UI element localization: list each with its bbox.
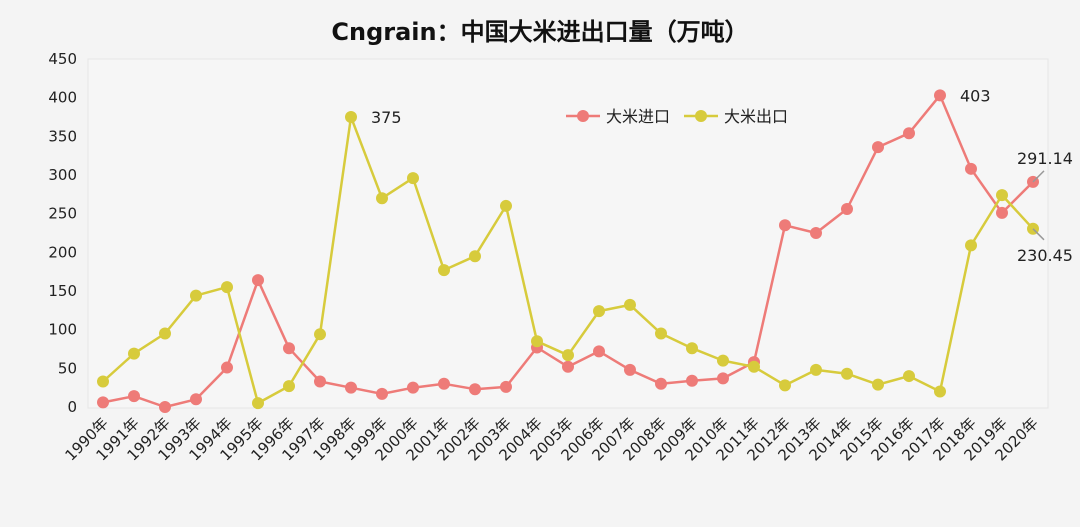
- data-point: [221, 281, 233, 294]
- chart-title: Cngrain：中国大米进出口量（万吨）: [331, 18, 748, 46]
- data-point: [965, 162, 977, 175]
- data-point: [686, 342, 698, 355]
- data-point: [469, 383, 481, 396]
- data-point: [376, 192, 388, 205]
- data-point: [407, 381, 419, 394]
- data-label: 291.14: [1017, 149, 1073, 168]
- data-point: [221, 361, 233, 374]
- data-point: [190, 289, 202, 302]
- data-point: [624, 298, 636, 311]
- legend-marker: [577, 110, 589, 122]
- legend-label: 大米进口: [606, 107, 670, 126]
- data-point: [810, 363, 822, 376]
- annotation-layer: 375 403 291.14 230.45: [371, 86, 1073, 264]
- legend-item: 大米出口: [684, 107, 788, 126]
- data-label: 403: [960, 86, 991, 105]
- y-tick-label: 450: [48, 50, 77, 68]
- data-point: [593, 345, 605, 358]
- y-tick-label: 0: [67, 398, 77, 416]
- data-point: [438, 377, 450, 390]
- data-point: [934, 385, 946, 398]
- y-tick-label: 350: [48, 127, 77, 145]
- data-point: [779, 379, 791, 392]
- data-point: [190, 393, 202, 406]
- data-point: [283, 380, 295, 393]
- data-point: [872, 378, 884, 391]
- data-point: [252, 274, 264, 287]
- data-point: [97, 375, 109, 388]
- data-point: [159, 401, 171, 413]
- data-point: [903, 370, 915, 383]
- data-point: [376, 387, 388, 400]
- y-axis: 0 50 100 150 200 250 300 350 400 450: [48, 50, 77, 416]
- data-point: [500, 199, 512, 212]
- data-point: [407, 172, 419, 185]
- data-point: [345, 381, 357, 394]
- data-point: [779, 219, 791, 232]
- y-tick-label: 50: [58, 359, 77, 377]
- data-point: [810, 227, 822, 239]
- data-point: [593, 305, 605, 318]
- data-point: [128, 390, 140, 403]
- data-point: [562, 360, 574, 373]
- data-point: [531, 335, 543, 348]
- data-point: [903, 127, 915, 140]
- data-point: [469, 250, 481, 263]
- data-point: [965, 239, 977, 252]
- data-point: [438, 264, 450, 277]
- data-point: [655, 327, 667, 340]
- y-tick-label: 150: [48, 282, 77, 300]
- data-point: [252, 397, 264, 410]
- x-axis: 1990年1991年1992年1993年1994年1995年1996年1997年…: [61, 414, 1041, 464]
- data-point: [562, 349, 574, 362]
- data-point: [97, 396, 109, 409]
- data-point: [314, 328, 326, 341]
- y-tick-label: 300: [48, 166, 77, 184]
- data-point: [748, 360, 760, 373]
- data-point: [934, 89, 946, 102]
- data-point: [841, 203, 853, 216]
- y-tick-label: 250: [48, 205, 77, 223]
- leader-line: [1032, 170, 1045, 183]
- data-point: [996, 206, 1008, 219]
- data-point: [500, 380, 512, 393]
- data-point: [345, 111, 357, 123]
- data-point: [841, 367, 853, 380]
- legend-label: 大米出口: [724, 107, 788, 126]
- data-point: [996, 189, 1008, 202]
- data-point: [717, 354, 729, 367]
- leader-line: [1032, 228, 1045, 241]
- data-point: [159, 327, 171, 340]
- y-tick-label: 200: [48, 243, 77, 261]
- legend-item: 大米进口: [566, 107, 670, 126]
- data-point: [717, 372, 729, 385]
- y-tick-label: 400: [48, 89, 77, 107]
- legend-marker: [695, 110, 707, 122]
- data-point: [686, 374, 698, 387]
- legend: 大米进口 大米出口: [566, 107, 788, 126]
- y-tick-label: 100: [48, 321, 77, 339]
- data-point: [655, 377, 667, 390]
- data-point: [128, 347, 140, 360]
- data-point: [872, 141, 884, 154]
- data-label: 375: [371, 108, 402, 127]
- series-2: [97, 111, 1039, 410]
- data-point: [283, 342, 295, 355]
- data-point: [624, 363, 636, 376]
- data-label: 230.45: [1017, 246, 1073, 265]
- data-point: [314, 375, 326, 388]
